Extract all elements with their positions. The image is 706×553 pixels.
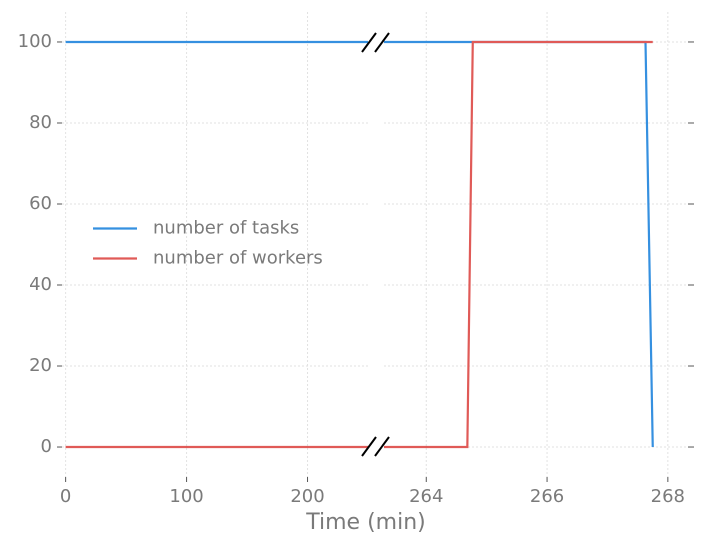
x-tick-label: 264 — [409, 486, 443, 507]
line-series — [65, 40, 368, 44]
y-tick-label: 20 — [29, 355, 52, 376]
x-axis-label: Time (min) — [305, 510, 426, 535]
legend-label: number of tasks — [153, 218, 299, 239]
legend-label: number of workers — [153, 248, 323, 269]
line-series — [384, 40, 653, 449]
x-tick-label: 266 — [530, 486, 564, 507]
y-tick-label: 80 — [29, 112, 52, 133]
x-tick-label: 200 — [290, 486, 324, 507]
x-tick-label: 268 — [651, 486, 685, 507]
axis-break — [361, 32, 390, 457]
y-tick-label: 0 — [41, 436, 52, 457]
y-tick-label: 100 — [18, 31, 52, 52]
line-series — [384, 40, 654, 448]
x-tick-label: 100 — [169, 486, 203, 507]
x-tick-label: 0 — [60, 486, 71, 507]
line-series — [65, 445, 368, 449]
y-tick-label: 40 — [29, 274, 52, 295]
y-tick-label: 60 — [29, 193, 52, 214]
